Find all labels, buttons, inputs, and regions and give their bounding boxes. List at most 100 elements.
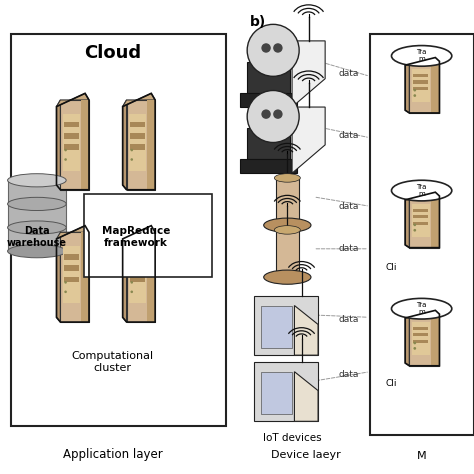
Text: data: data (338, 202, 359, 211)
Circle shape (413, 89, 416, 91)
Text: M: M (417, 451, 427, 462)
FancyBboxPatch shape (370, 34, 474, 436)
Polygon shape (130, 277, 145, 283)
Ellipse shape (8, 197, 66, 210)
Ellipse shape (274, 173, 301, 182)
Text: Device laeyr: Device laeyr (272, 450, 341, 460)
Text: Tra
m: Tra m (417, 184, 427, 197)
Polygon shape (147, 100, 155, 190)
Circle shape (261, 43, 271, 53)
Polygon shape (63, 114, 80, 171)
Circle shape (273, 43, 283, 53)
Polygon shape (413, 221, 428, 225)
FancyBboxPatch shape (84, 194, 212, 277)
Polygon shape (64, 265, 79, 271)
Polygon shape (130, 133, 145, 139)
Polygon shape (254, 362, 318, 421)
Text: data: data (338, 370, 359, 379)
Polygon shape (123, 232, 127, 322)
Polygon shape (413, 333, 428, 337)
Ellipse shape (264, 270, 311, 284)
Circle shape (130, 158, 133, 161)
Polygon shape (123, 100, 127, 190)
Polygon shape (261, 372, 292, 414)
Polygon shape (413, 340, 428, 343)
Polygon shape (81, 232, 89, 322)
Polygon shape (60, 100, 89, 190)
Ellipse shape (392, 299, 452, 319)
Text: Tra
m: Tra m (417, 49, 427, 63)
Circle shape (413, 342, 416, 344)
Polygon shape (413, 81, 428, 83)
Polygon shape (405, 310, 439, 318)
Text: b): b) (249, 15, 266, 29)
FancyBboxPatch shape (11, 34, 226, 426)
Polygon shape (123, 93, 155, 107)
Polygon shape (413, 87, 428, 90)
Polygon shape (64, 254, 79, 260)
Text: Cli: Cli (385, 263, 397, 272)
Polygon shape (431, 61, 439, 113)
Circle shape (413, 229, 416, 232)
Circle shape (413, 347, 416, 350)
Polygon shape (261, 306, 292, 348)
Polygon shape (405, 61, 410, 113)
Polygon shape (405, 192, 439, 200)
Polygon shape (56, 93, 89, 107)
Polygon shape (130, 122, 145, 128)
Polygon shape (56, 226, 89, 239)
Ellipse shape (8, 245, 66, 258)
Polygon shape (413, 327, 428, 330)
Circle shape (130, 149, 133, 151)
Text: data: data (338, 131, 359, 140)
Text: Cloud: Cloud (84, 44, 141, 62)
Polygon shape (130, 265, 145, 271)
Text: Application layer: Application layer (63, 448, 163, 462)
Polygon shape (127, 100, 155, 190)
Circle shape (64, 291, 67, 293)
Polygon shape (413, 74, 428, 77)
Polygon shape (240, 159, 297, 173)
Circle shape (273, 109, 283, 119)
Text: data: data (338, 70, 359, 79)
Polygon shape (431, 196, 439, 247)
Polygon shape (410, 314, 439, 366)
Text: data: data (338, 315, 359, 324)
Circle shape (413, 94, 416, 97)
Polygon shape (412, 70, 430, 102)
Polygon shape (294, 372, 318, 421)
Text: MapReduce
framework: MapReduce framework (102, 226, 170, 248)
Text: data: data (338, 244, 359, 253)
Polygon shape (64, 277, 79, 283)
Polygon shape (56, 232, 60, 322)
Polygon shape (240, 93, 297, 107)
Polygon shape (405, 314, 410, 366)
Polygon shape (292, 107, 325, 173)
Polygon shape (127, 232, 155, 322)
Polygon shape (8, 204, 66, 228)
Text: Cli: Cli (385, 379, 397, 388)
Polygon shape (63, 246, 80, 303)
Polygon shape (129, 114, 146, 171)
Text: Tra
m: Tra m (417, 302, 427, 315)
Circle shape (413, 223, 416, 226)
Circle shape (247, 91, 299, 143)
Polygon shape (292, 41, 325, 107)
Polygon shape (405, 196, 410, 247)
Polygon shape (8, 228, 66, 251)
Circle shape (64, 158, 67, 161)
Polygon shape (81, 100, 89, 190)
Polygon shape (247, 128, 290, 159)
Ellipse shape (274, 226, 301, 234)
Polygon shape (410, 61, 439, 113)
Polygon shape (147, 232, 155, 322)
Polygon shape (123, 226, 155, 239)
Circle shape (130, 291, 133, 293)
Ellipse shape (264, 218, 311, 232)
Text: Computational
cluster: Computational cluster (72, 351, 154, 373)
Polygon shape (130, 254, 145, 260)
Ellipse shape (392, 180, 452, 201)
Polygon shape (410, 196, 439, 247)
Polygon shape (275, 178, 299, 225)
Polygon shape (405, 57, 439, 65)
